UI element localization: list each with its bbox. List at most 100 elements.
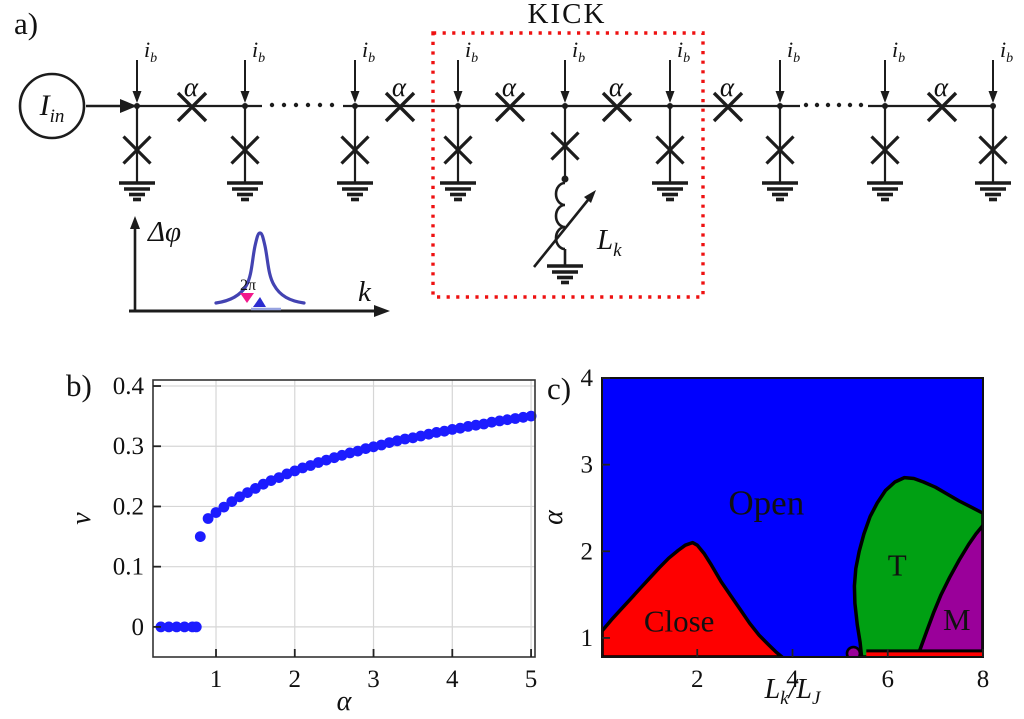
series-junction: α [176, 72, 208, 123]
panel-b-label: b) [66, 368, 92, 403]
x-axis-label: α [337, 686, 353, 717]
bias-arrowhead [240, 91, 250, 103]
bias-arrowhead [988, 91, 998, 103]
y-axis-label: ν [66, 512, 97, 525]
ellipsis-dot [836, 102, 842, 108]
kick-box [431, 31, 705, 299]
kick-label: KICK [528, 0, 607, 30]
josephson-junction-icon [494, 91, 526, 123]
data-point [470, 419, 482, 431]
source-label: Iin [39, 89, 65, 127]
circuit-diagram: Iin ib ib ib ib ib ib ib ib ibα α α α α α KICK Lk [18, 0, 1013, 317]
bias-arrowhead [453, 91, 463, 103]
inductor-label: Lk [596, 224, 622, 261]
ellipsis-dot [814, 102, 820, 108]
bias-current-label: ib [677, 37, 690, 66]
circuit-cell: ib [119, 37, 157, 202]
region-label-close: Close [644, 604, 715, 639]
circuit-cell: ib [547, 37, 585, 285]
ellipsis-dot [317, 102, 323, 108]
alpha-junction-label: α [720, 72, 735, 102]
bias-arrowhead [775, 91, 785, 103]
y-tick-label: 1 [581, 625, 594, 652]
region-m [915, 523, 983, 657]
circuit-cell: ib [227, 37, 265, 202]
panel-c-label: c) [547, 371, 572, 406]
inset-y-arrowhead [130, 216, 140, 229]
bias-current-label: ib [787, 37, 800, 66]
ellipsis-dot [858, 102, 864, 108]
bias-current-label: ib [892, 37, 905, 66]
y-axis-label: α [540, 509, 569, 525]
data-point [517, 411, 529, 423]
circuit-cell: ib [440, 37, 478, 202]
data-point [525, 410, 537, 422]
josephson-junction-icon [601, 91, 633, 123]
y-tick-label: 4 [581, 365, 594, 392]
panel-b-scatter: 1 2 3 4 5 0 0.1 0.2 0.3 0.4 α ν [66, 373, 537, 717]
ellipsis-dot [305, 102, 311, 108]
bias-current-label: ib [252, 37, 265, 66]
josephson-junction-icon [655, 135, 685, 165]
scatter-series [155, 410, 537, 633]
region-label-t: T [888, 547, 907, 582]
region-label-open: Open [728, 484, 804, 523]
y-tick-label: 0.4 [113, 373, 145, 400]
series-junction: α [712, 72, 744, 123]
x-tick-label: 6 [882, 666, 895, 693]
josephson-junction-icon [870, 135, 900, 165]
y-tick-label: 0 [132, 614, 145, 641]
series-junction: α [601, 72, 633, 123]
josephson-junction-icon [443, 135, 473, 165]
data-point [190, 621, 202, 633]
ellipsis-dot [269, 102, 275, 108]
josephson-junction-icon [550, 131, 580, 161]
data-point [210, 507, 222, 518]
bias-current-label: ib [362, 37, 375, 66]
bias-current-label: ib [465, 37, 478, 66]
region-label-m: M [943, 602, 971, 637]
josephson-junction-icon [176, 91, 208, 123]
bias-arrowhead [665, 91, 675, 103]
node-dot [561, 175, 569, 183]
data-point [202, 513, 214, 524]
alpha-junction-label: α [184, 72, 199, 102]
series-junction: α [494, 72, 526, 123]
line-continuation-dots [269, 102, 864, 108]
x-tick-label: 3 [367, 666, 380, 693]
josephson-junction-icon [926, 91, 958, 123]
plot-frame [152, 379, 536, 658]
inset-width-label: 2π [240, 277, 256, 294]
alpha-junction-label: α [609, 72, 624, 102]
y-tick-label: 0.2 [113, 493, 144, 520]
panel-a-label: a) [14, 6, 39, 41]
ellipsis-dot [803, 102, 809, 108]
y-tick-label: 2 [581, 538, 594, 565]
circuit-cell: ib [975, 37, 1013, 202]
josephson-junction-icon [765, 135, 795, 165]
alpha-junction-label: α [502, 72, 517, 102]
bias-current-label: ib [144, 37, 157, 66]
data-point [171, 621, 182, 633]
x-tick-label: 1 [210, 666, 223, 693]
input-arrowhead [120, 99, 137, 113]
tunable-inductor: Lk [532, 181, 622, 268]
bias-arrowhead [560, 91, 570, 103]
data-point [431, 427, 442, 438]
x-tick-label: 8 [977, 666, 990, 693]
inset-y-label: Δφ [147, 216, 181, 248]
ellipsis-dot [281, 102, 287, 108]
x-tick-label: 4 [446, 666, 459, 693]
tuning-arrowhead [584, 190, 596, 203]
ellipsis-dot [293, 102, 299, 108]
phase-plot-area: Open Close T M [602, 378, 983, 657]
data-point [446, 424, 458, 435]
data-point [502, 414, 513, 426]
data-point [226, 496, 238, 507]
ellipsis-dot [825, 102, 831, 108]
data-point [509, 413, 521, 424]
x-tick-label: 2 [691, 666, 704, 693]
blue-marker-icon [253, 297, 266, 307]
bias-current-label: ib [572, 37, 585, 66]
